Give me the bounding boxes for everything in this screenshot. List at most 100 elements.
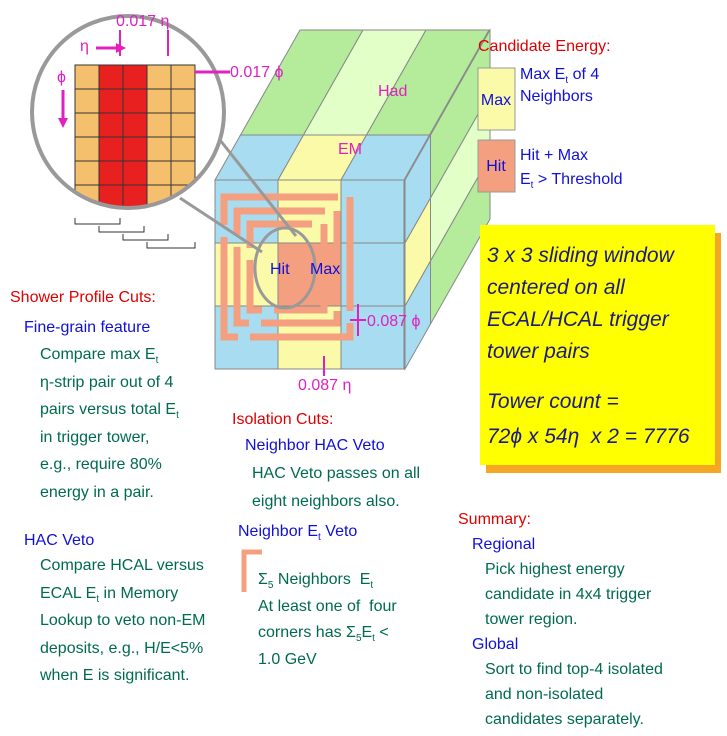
text-line: eight neighbors also.: [252, 493, 400, 510]
crystal: [74, 136, 100, 162]
text-line: centered on all: [487, 276, 625, 299]
zoom-grid: [74, 64, 196, 208]
subscript: t: [530, 180, 534, 191]
text-line: when E is significant.: [40, 667, 190, 684]
text-line: deposits, e.g., H/E<5%: [40, 639, 204, 657]
crystal: [98, 88, 124, 114]
strip-bracket: [146, 242, 196, 249]
text-line: Pick highest energy: [485, 561, 625, 578]
text-segment: corners has Σ: [258, 624, 356, 642]
text-segment: in Memory: [99, 584, 179, 602]
crystal: [122, 88, 148, 114]
text-line: tower region.: [485, 611, 578, 628]
phi-size: 0.087 ϕ: [367, 313, 420, 330]
text-line: Isolation Cuts:: [232, 411, 334, 428]
crystal: [170, 160, 196, 186]
text-segment: Compare max E: [40, 346, 156, 363]
em-label: EM: [338, 141, 362, 158]
hit-ring: [253, 226, 317, 310]
text-line: and non-isolated: [485, 686, 604, 703]
text-line: corners has Σ5Et <: [258, 623, 389, 649]
text-segment: Σ: [258, 571, 268, 588]
crystal: [146, 112, 172, 138]
hit-box: [477, 139, 516, 193]
crystal: [98, 160, 124, 186]
text-line: Fine-grain feature: [24, 319, 151, 336]
zoom-link: [218, 139, 298, 237]
crystal: [146, 136, 172, 162]
text-line: HAC Veto passes on all: [252, 465, 421, 482]
callout: [480, 225, 715, 465]
text-segment: E: [361, 624, 373, 642]
subscript: t: [565, 75, 569, 86]
strip-bracket: [74, 218, 121, 225]
text-line: energy in a pair.: [40, 484, 154, 501]
text-line: Regional: [472, 536, 536, 553]
crystal: [122, 136, 148, 162]
subscript: 5: [267, 580, 274, 591]
text-segment: > Threshold: [533, 171, 623, 188]
text-segment: E: [520, 171, 531, 188]
hit-box-label: Hit: [486, 158, 506, 175]
text-line: tower pairs: [487, 340, 590, 363]
crystal: [146, 160, 172, 186]
crystal: [74, 88, 100, 114]
zoom: 0.017 η ηϕ 0.017 ϕ: [30, 13, 298, 254]
subscript: t: [372, 633, 375, 645]
subscript: t: [176, 410, 179, 422]
text-segment: Neighbor E: [238, 523, 319, 540]
text-line: HAC Veto: [24, 532, 95, 549]
top-had-stripe: [365, 29, 490, 136]
subscript: t: [318, 532, 321, 543]
crystal: [146, 64, 172, 90]
zoom-ring: [30, 14, 226, 210]
crystal: [74, 112, 100, 138]
text-line: At least one of four: [258, 597, 397, 615]
text-line: 1.0 GeV: [258, 651, 317, 669]
text-line: Compare HCAL versus: [40, 557, 204, 574]
text-segment: Neighbors E: [273, 571, 371, 588]
subscript: 5: [355, 633, 362, 645]
subscript: t: [155, 355, 159, 366]
hit-label: Hit: [270, 261, 290, 278]
text-line: Neighbor Et Veto: [238, 522, 357, 548]
crystal: [170, 136, 196, 162]
text-line: Lookup to veto non-EM: [40, 612, 206, 629]
crystal: [74, 160, 100, 186]
crystal: [74, 64, 100, 90]
text-segment: Veto: [320, 523, 358, 540]
crystal: [170, 88, 196, 114]
crystal: [98, 64, 124, 90]
text-line: ECAL Et in Memory: [40, 584, 178, 610]
crystal: [170, 112, 196, 138]
side-had-stripe: [430, 154, 491, 326]
et-bracket: [241, 549, 262, 592]
subscript: t: [370, 580, 374, 591]
crystal: [98, 136, 124, 162]
text-line: Compare max Et: [40, 345, 158, 371]
text-line: Tower count =: [487, 390, 619, 413]
crystal: [122, 64, 148, 90]
max-box: [477, 67, 516, 131]
crystal: [122, 112, 148, 138]
isolation-frame: [233, 207, 341, 327]
text-line: candidate in 4x4 trigger: [485, 586, 652, 603]
cube: Had EM Hit Max 0.087 ϕ 0.087 η Max Hit: [214, 28, 721, 592]
text-line: ECAL/HCAL trigger: [487, 308, 669, 331]
text-segment: Max E: [520, 66, 566, 83]
crystal: [98, 112, 124, 138]
text-line: 72ϕ x 54η x 2 = 7776: [487, 425, 690, 448]
text-line: Summary:: [458, 511, 531, 528]
eta-arrowhead: [116, 43, 126, 53]
text-line: Neighbor HAC Veto: [245, 437, 385, 454]
text-line: pairs versus total Et: [40, 400, 179, 426]
max-box-label: Max: [481, 92, 511, 109]
had-label: Had: [378, 83, 407, 100]
zoom-link: [179, 196, 263, 254]
text-line: Candidate Energy:: [478, 38, 611, 55]
text-line: Et > Threshold: [520, 170, 623, 196]
isolation-frame: [220, 193, 354, 341]
phi-symbol: ϕ: [57, 69, 66, 86]
text-line: Neighbors: [520, 88, 593, 105]
